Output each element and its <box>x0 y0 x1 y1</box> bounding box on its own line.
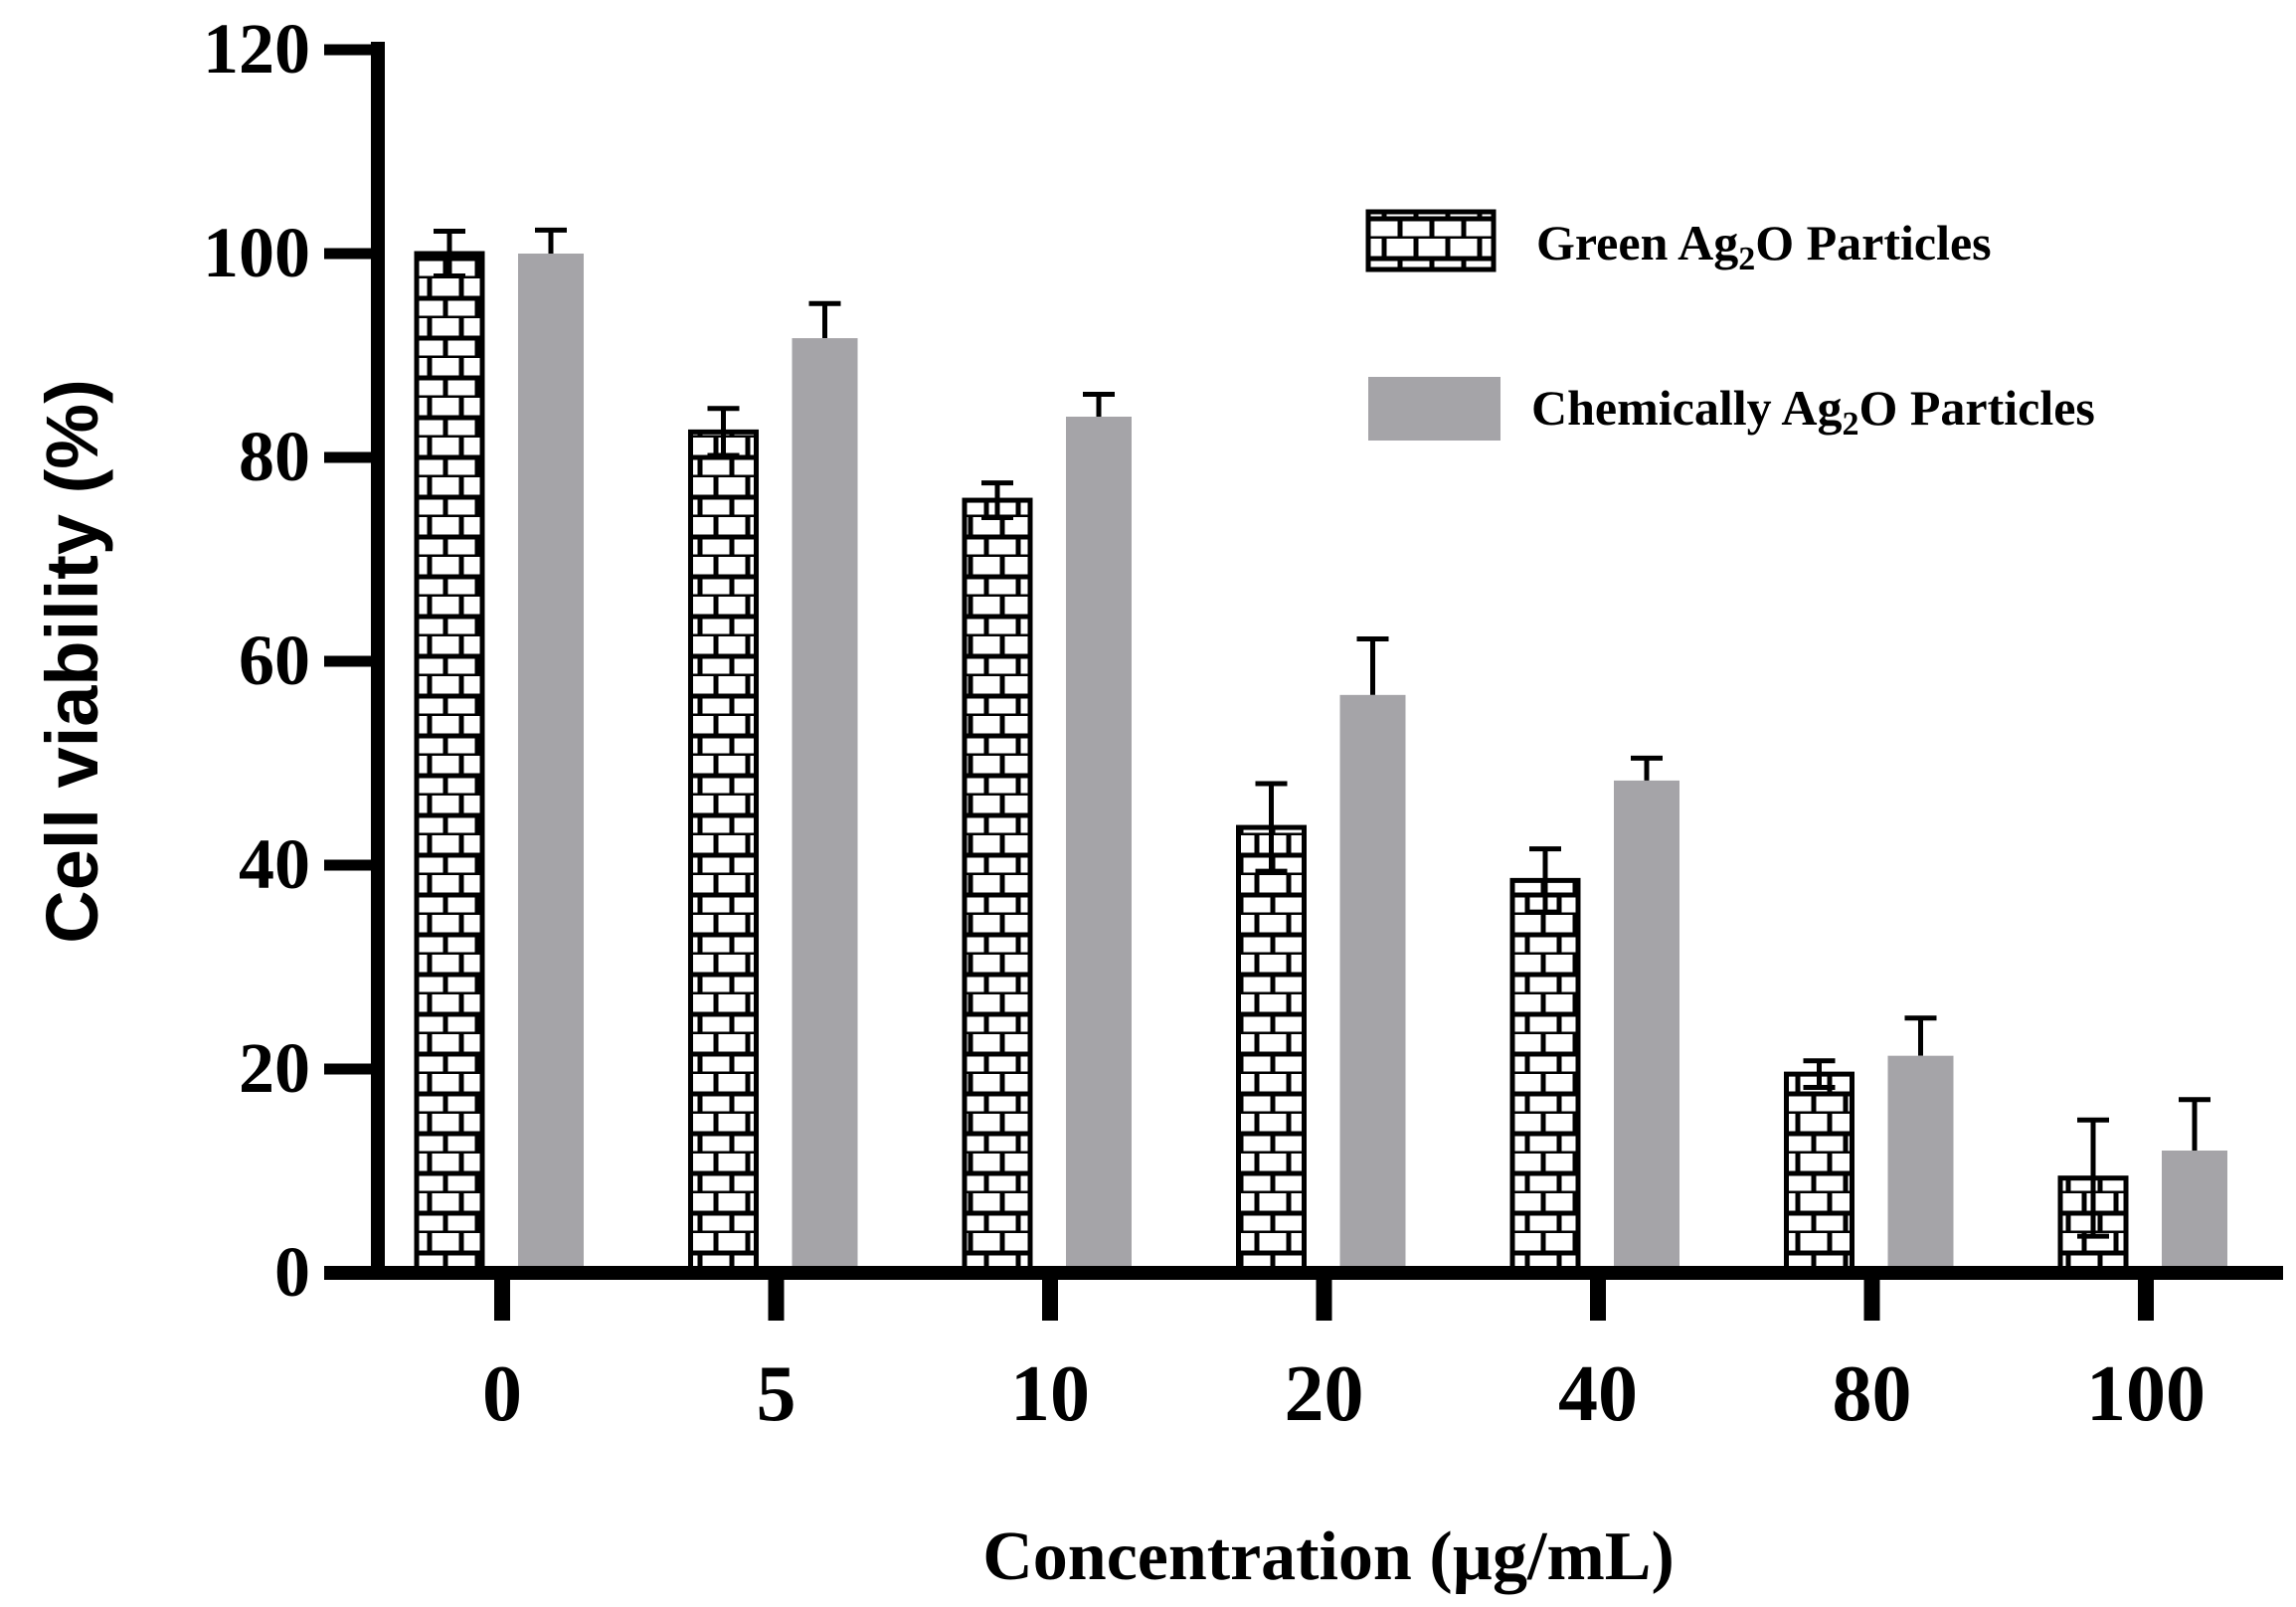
error-bars <box>434 227 2210 1178</box>
x-axis-title: Concentration (µg/mL) <box>982 1518 1675 1595</box>
bar-green-ag2o <box>1509 877 1581 1276</box>
x-tick-label: 40 <box>1558 1350 1638 1438</box>
legend-swatch-chemical <box>1368 377 1501 441</box>
legend-swatch-green <box>1365 209 1497 272</box>
legend: Green Ag2O Particles Chemically Ag2O Par… <box>1365 209 2095 443</box>
y-tick-label: 120 <box>203 9 310 89</box>
bar-chemical-ag2o <box>792 338 858 1273</box>
x-tick-label: 100 <box>2086 1350 2206 1438</box>
bars <box>414 251 2227 1276</box>
bar-green-ag2o <box>962 497 1033 1276</box>
bar-chemical-ag2o <box>1339 694 1406 1273</box>
x-ticks: 0 5 10 20 40 80 100 <box>482 1273 2206 1438</box>
y-tick-label: 60 <box>239 621 310 700</box>
y-axis-title: Cell viability (%) <box>31 379 113 943</box>
legend-label-green: Green Ag2O Particles <box>1536 215 1992 277</box>
x-tick-label: 5 <box>757 1350 796 1438</box>
bar-green-ag2o <box>414 251 485 1276</box>
y-tick-label: 80 <box>239 417 310 496</box>
bar-chemical-ag2o <box>1614 780 1679 1273</box>
bar-green-ag2o <box>1236 824 1307 1276</box>
bar-chemical-ag2o <box>1887 1055 1954 1273</box>
y-tick-label: 0 <box>274 1232 310 1312</box>
bar-green-ag2o <box>688 429 759 1276</box>
x-tick-label: 80 <box>1833 1350 1912 1438</box>
x-tick-label: 10 <box>1010 1350 1090 1438</box>
y-tick-label: 20 <box>239 1028 310 1108</box>
bar-chemical-ag2o <box>518 254 584 1273</box>
y-ticks: 0 20 40 60 80 100 120 <box>203 9 378 1312</box>
bar-green-ag2o <box>1784 1071 1854 1276</box>
y-tick-label: 40 <box>239 824 310 904</box>
y-tick-label: 100 <box>203 213 310 292</box>
bar-chemical-ag2o <box>1066 417 1132 1273</box>
x-tick-label: 0 <box>482 1350 522 1438</box>
legend-label-chemical: Chemically Ag2O Particles <box>1531 380 2095 443</box>
x-tick-label: 20 <box>1285 1350 1364 1438</box>
bar-chemical-ag2o <box>2162 1151 2227 1273</box>
